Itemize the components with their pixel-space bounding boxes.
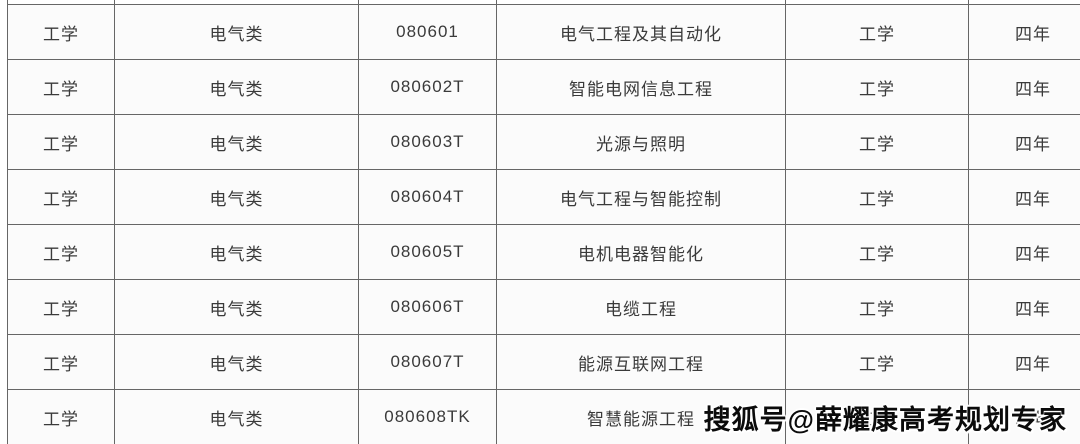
cell-major-code: 080602T [358, 59, 497, 115]
cell-degree-category: 工学 [7, 279, 115, 335]
cell-degree: 工学 [785, 169, 969, 225]
cell-major-group: 电气类 [114, 4, 359, 60]
cell-degree-category: 工学 [7, 224, 115, 280]
cell-major-name: 能源互联网工程 [496, 334, 786, 390]
cell-duration: 四年 [968, 389, 1080, 444]
cell-major-code: 080603T [358, 114, 497, 170]
cell-major-group: 电气类 [114, 334, 359, 390]
majors-table: 工学 电气类 080601 电气工程及其自动化 工学 四年 工学 电气类 080… [7, 0, 1080, 444]
cell-major-name: 智慧能源工程 [496, 389, 786, 444]
cell-duration: 四年 [968, 334, 1080, 390]
cell-degree-category: 工学 [7, 389, 115, 444]
table-row: 工学 电气类 080607T 能源互联网工程 工学 四年 [7, 334, 1080, 390]
cell-major-name: 光源与照明 [496, 114, 786, 170]
cell-duration: 四年 [968, 59, 1080, 115]
cell-major-name: 电机电器智能化 [496, 224, 786, 280]
cell-major-name: 电气工程与智能控制 [496, 169, 786, 225]
table-row: 工学 电气类 080605T 电机电器智能化 工学 四年 [7, 224, 1080, 280]
cell-major-group: 电气类 [114, 114, 359, 170]
cell-degree-category: 工学 [7, 4, 115, 60]
cell-major-code: 080608TK [358, 389, 497, 444]
cell-major-group: 电气类 [114, 59, 359, 115]
cell-major-name: 智能电网信息工程 [496, 59, 786, 115]
cell-degree-category: 工学 [7, 114, 115, 170]
cell-major-group: 电气类 [114, 224, 359, 280]
table-row: 工学 电气类 080604T 电气工程与智能控制 工学 四年 [7, 169, 1080, 225]
cell-major-group: 电气类 [114, 169, 359, 225]
cell-major-code: 080605T [358, 224, 497, 280]
cell-duration: 四年 [968, 4, 1080, 60]
cell-degree: 工学 [785, 59, 969, 115]
table-row: 工学 电气类 080602T 智能电网信息工程 工学 四年 [7, 59, 1080, 115]
table-row: 工学 电气类 080608TK 智慧能源工程 工学 四年 [7, 389, 1080, 444]
cell-major-group: 电气类 [114, 279, 359, 335]
cropped-row-remnant [7, 0, 1080, 5]
table-row: 工学 电气类 080603T 光源与照明 工学 四年 [7, 114, 1080, 170]
cell-major-code: 080607T [358, 334, 497, 390]
cell-degree: 工学 [785, 4, 969, 60]
cell-degree: 工学 [785, 279, 969, 335]
table-row: 工学 电气类 080601 电气工程及其自动化 工学 四年 [7, 4, 1080, 60]
cell-degree-category: 工学 [7, 59, 115, 115]
sohu-account-watermark: 搜狐号@薛耀康高考规划专家 [703, 405, 1067, 435]
cell-degree: 工学 [785, 114, 969, 170]
cell-duration: 四年 [968, 169, 1080, 225]
cell-degree: 工学 [785, 334, 969, 390]
cell-duration: 四年 [968, 224, 1080, 280]
cell-major-name: 电气工程及其自动化 [496, 4, 786, 60]
cell-major-group: 电气类 [114, 389, 359, 444]
cell-major-code: 080604T [358, 169, 497, 225]
cell-major-code: 080606T [358, 279, 497, 335]
cell-duration: 四年 [968, 114, 1080, 170]
cell-degree-category: 工学 [7, 334, 115, 390]
cell-degree: 工学 [785, 389, 969, 444]
cell-major-code: 080601 [358, 4, 497, 60]
cell-duration: 四年 [968, 279, 1080, 335]
cell-degree-category: 工学 [7, 169, 115, 225]
cell-major-name: 电缆工程 [496, 279, 786, 335]
cell-degree: 工学 [785, 224, 969, 280]
table-row: 工学 电气类 080606T 电缆工程 工学 四年 [7, 279, 1080, 335]
